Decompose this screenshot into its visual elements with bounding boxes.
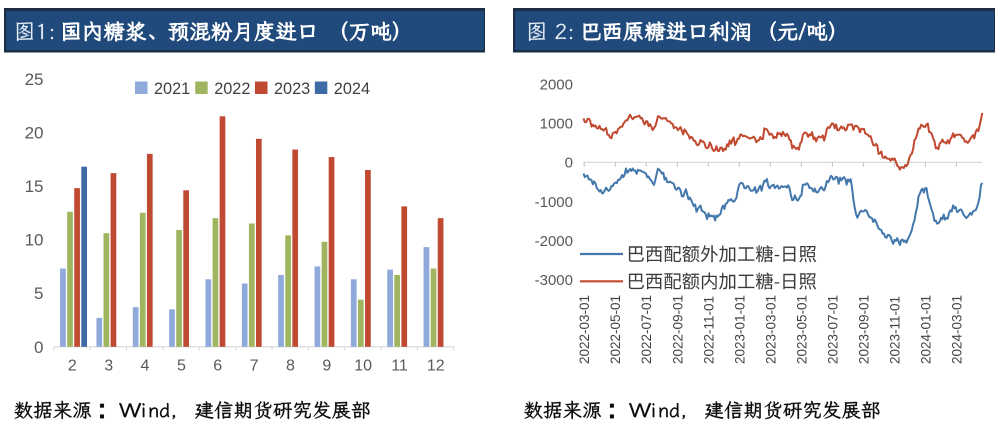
svg-text:2022: 2022 [214,80,250,98]
svg-text:2024-03-01: 2024-03-01 [949,295,964,364]
svg-text:2022-05-01: 2022-05-01 [608,295,623,364]
svg-text:7: 7 [250,358,259,375]
svg-text:-3000: -3000 [535,272,573,289]
svg-text:10: 10 [354,358,372,375]
svg-text:9: 9 [322,358,331,375]
svg-text:2022-11-01: 2022-11-01 [701,296,716,364]
svg-text:2023-03-01: 2023-03-01 [763,295,778,364]
svg-text:1000: 1000 [540,115,573,132]
svg-text:2023-05-01: 2023-05-01 [794,295,809,364]
svg-text:4: 4 [141,358,150,375]
svg-text:8: 8 [286,358,295,375]
svg-text:6: 6 [213,358,222,375]
svg-text:10: 10 [25,231,44,250]
svg-text:2023-11-01: 2023-11-01 [887,296,902,364]
svg-text:2023-09-01: 2023-09-01 [856,295,871,364]
svg-text:2023: 2023 [274,80,310,98]
svg-text:0: 0 [565,155,573,172]
svg-text:2023-07-01: 2023-07-01 [825,295,840,364]
svg-text:25: 25 [25,70,44,89]
svg-text:2023-01-01: 2023-01-01 [732,295,747,364]
svg-text:2022-03-01: 2022-03-01 [577,295,592,364]
svg-text:2022-09-01: 2022-09-01 [670,295,685,364]
svg-text:2022-07-01: 2022-07-01 [639,295,654,364]
svg-text:2024: 2024 [334,80,370,98]
svg-text:2021: 2021 [154,80,190,98]
svg-text:15: 15 [25,177,44,196]
svg-text:11: 11 [391,358,408,375]
svg-text:3: 3 [104,358,113,375]
svg-text:20: 20 [25,123,44,142]
svg-text:0: 0 [34,338,43,357]
svg-text:2: 2 [68,358,77,375]
svg-text:2024-01-01: 2024-01-01 [918,295,933,364]
svg-text:12: 12 [427,358,445,375]
svg-text:-2000: -2000 [535,233,573,250]
svg-text:2000: 2000 [540,76,573,93]
svg-text:5: 5 [177,358,186,375]
svg-text:5: 5 [34,284,43,303]
svg-text:-1000: -1000 [535,194,573,211]
